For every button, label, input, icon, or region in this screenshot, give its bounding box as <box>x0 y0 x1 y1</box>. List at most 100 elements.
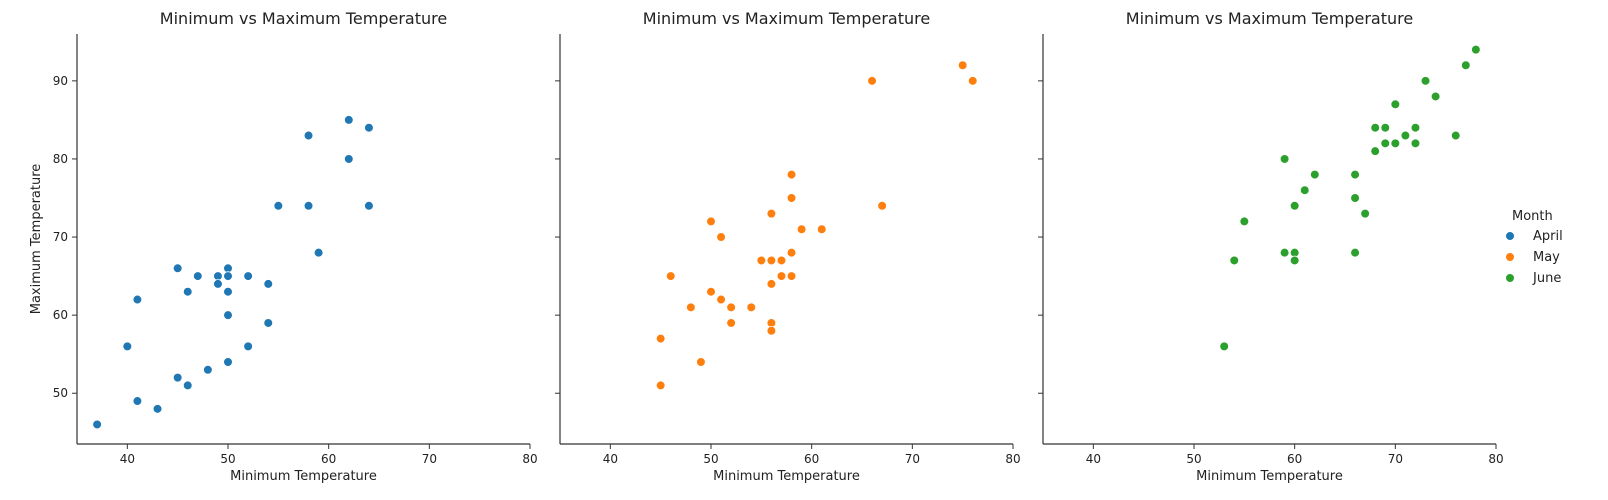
scatter-point-june <box>1279 247 1290 258</box>
legend-title: Month <box>1512 209 1553 224</box>
scatter-point-may <box>766 208 777 219</box>
scatter-point-june <box>1400 130 1411 141</box>
x-tick-label: 40 <box>603 452 618 466</box>
scatter-point-april <box>223 357 233 367</box>
x-tick-label: 70 <box>1388 452 1403 466</box>
legend-label: April <box>1533 229 1563 244</box>
scatter-point-april <box>263 318 274 328</box>
x-axis-label: Minimum Temperature <box>230 469 377 484</box>
scatter-point-april <box>364 201 374 211</box>
scatter-point-april <box>132 396 143 406</box>
scatter-point-june <box>1380 122 1391 133</box>
scatter-point-april <box>343 115 354 125</box>
x-tick-label: 60 <box>321 452 336 466</box>
scatter-point-may <box>786 169 797 180</box>
scatter-point-june <box>1380 138 1391 149</box>
scatter-point-april <box>223 271 233 281</box>
scatter-point-april <box>243 271 253 281</box>
x-tick-label: 70 <box>422 452 437 466</box>
scatter-point-june <box>1299 185 1310 195</box>
scatter-point-may <box>766 279 777 289</box>
scatter-point-june <box>1279 154 1290 164</box>
scatter-point-april <box>182 380 193 391</box>
scatter-point-may <box>686 302 696 313</box>
x-tick-label: 80 <box>1488 452 1503 466</box>
scatter-point-april <box>243 341 253 352</box>
panel-title: Minimum vs Maximum Temperature <box>643 9 930 28</box>
scatter-point-april <box>132 294 143 305</box>
scatter-point-june <box>1219 341 1229 352</box>
scatter-point-april <box>152 404 163 414</box>
panel-1: Minimum vs Maximum Temperature 40 50 60 70 80… <box>29 9 538 484</box>
scatter-point-may <box>776 271 787 281</box>
scatter-point-june <box>1410 122 1421 133</box>
x-tick-label: 40 <box>120 452 135 466</box>
scatter-point-may <box>756 255 767 266</box>
y-tick-label: 60 <box>53 308 68 322</box>
scatter-point-may <box>776 255 787 266</box>
legend-marker <box>1505 252 1515 262</box>
scatter-point-april <box>172 372 183 383</box>
x-tick-label: 60 <box>804 452 819 466</box>
x-tick-label: 50 <box>1186 452 1201 466</box>
scatter-point-may <box>816 224 827 235</box>
scatter-point-june <box>1430 91 1441 102</box>
x-tick-label: 80 <box>522 452 537 466</box>
scatter-point-may <box>716 294 726 305</box>
scatter-point-may <box>716 232 726 242</box>
scatter-point-june <box>1370 146 1380 156</box>
y-tick-label: 50 <box>53 386 68 400</box>
scatter-point-may <box>967 76 978 86</box>
scatter-point-june <box>1461 60 1471 71</box>
x-tick-label: 50 <box>703 452 718 466</box>
scatter-point-april <box>303 130 314 141</box>
scatter-point-april <box>223 310 233 320</box>
scatter-point-june <box>1310 169 1320 180</box>
scatter-point-may <box>786 247 797 258</box>
scatter-point-april <box>364 122 374 133</box>
scatter-point-may <box>655 380 666 391</box>
x-tick-label: 80 <box>1005 452 1020 466</box>
scatter-point-april <box>203 365 213 375</box>
scatter-point-april <box>273 201 284 211</box>
y-tick-label: 90 <box>53 74 68 88</box>
x-tick-label: 40 <box>1086 452 1101 466</box>
legend-marker <box>1505 273 1515 283</box>
scatter-point-june <box>1410 138 1421 149</box>
scatter-point-april <box>193 271 203 281</box>
legend: Month April May June <box>1505 209 1563 286</box>
legend-label: May <box>1533 250 1560 265</box>
scatter-point-june <box>1450 130 1461 141</box>
scatter-point-may <box>786 193 797 203</box>
scatter-point-may <box>766 255 777 266</box>
scatter-point-may <box>726 318 736 328</box>
y-tick-label: 70 <box>53 230 68 244</box>
panel-2: Minimum vs Maximum Temperature 40 50 60 70 80… <box>555 9 1021 484</box>
scatter-point-june <box>1471 44 1481 55</box>
legend-marker <box>1505 231 1515 241</box>
panel-3: Minimum vs Maximum Temperature 40 50 60 70 80… <box>1038 9 1504 484</box>
scatter-point-june <box>1370 122 1380 133</box>
y-tick-label: 80 <box>53 152 68 166</box>
x-tick-label: 70 <box>905 452 920 466</box>
scatter-point-june <box>1390 99 1401 110</box>
panel-title: Minimum vs Maximum Temperature <box>1126 9 1413 28</box>
scatter-point-june <box>1350 193 1360 203</box>
scatter-point-june <box>1239 216 1250 227</box>
scatter-point-may <box>867 76 877 86</box>
scatter-point-may <box>706 286 716 297</box>
scatter-point-may <box>766 325 777 336</box>
scatter-point-may <box>655 333 666 344</box>
scatter-point-may <box>877 201 887 211</box>
scatter-point-may <box>786 271 797 281</box>
scatter-point-may <box>796 224 807 235</box>
scatter-point-may <box>726 302 736 313</box>
scatter-point-may <box>957 60 968 71</box>
scatter-point-april <box>343 154 354 164</box>
legend-label: June <box>1532 271 1561 286</box>
panel-title: Minimum vs Maximum Temperature <box>160 9 447 28</box>
scatter-point-may <box>706 216 716 227</box>
scatter-point-may <box>746 302 757 313</box>
scatter-point-june <box>1350 169 1360 180</box>
